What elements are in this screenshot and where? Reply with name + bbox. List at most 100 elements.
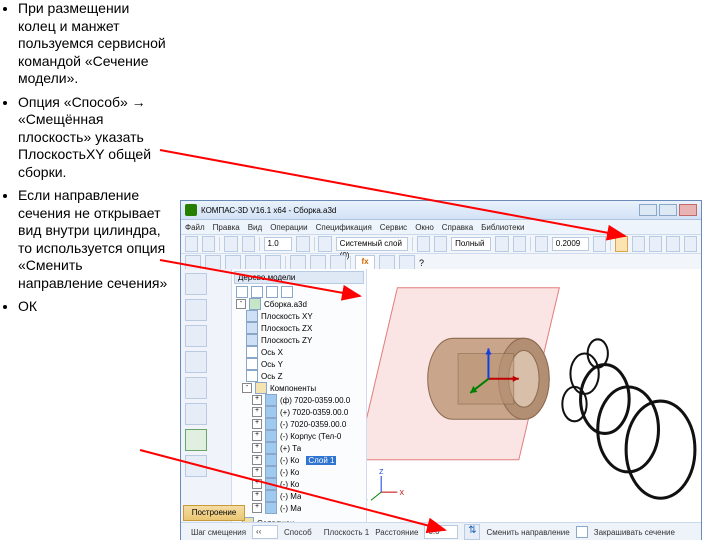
tb-shade-icon[interactable] — [495, 236, 508, 252]
tree-components[interactable]: -Компоненты — [234, 382, 364, 394]
vtb-2-icon[interactable] — [185, 299, 207, 321]
instruction-bullets: При размещении колец и манжет пользуемся… — [0, 0, 170, 322]
content-area: Дерево модели -Сборка.a3d Плоскость XY П… — [181, 269, 701, 523]
menu-ops[interactable]: Операции — [270, 223, 307, 232]
vertical-toolbar — [181, 269, 232, 523]
scene-svg: X Z Y — [367, 269, 701, 523]
tb-misc4-icon[interactable] — [684, 236, 697, 252]
plane-icon — [246, 322, 258, 334]
tree-tab-build[interactable]: Построение — [232, 505, 245, 521]
menu-libs[interactable]: Библиотеки — [481, 223, 524, 232]
tree-axis[interactable]: Ось Y — [234, 358, 364, 370]
viewport-3d[interactable]: X Z Y — [367, 269, 701, 523]
tree-item[interactable]: +(-) Ма — [234, 502, 364, 514]
tree-item[interactable]: +(-) Ма — [234, 490, 364, 502]
close-button[interactable] — [679, 204, 697, 216]
assembly-icon — [249, 298, 261, 310]
part-icon — [265, 502, 277, 514]
app-icon — [185, 204, 197, 216]
tb-redo-icon[interactable] — [242, 236, 255, 252]
tree-axis[interactable]: Ось X — [234, 346, 364, 358]
menu-window[interactable]: Окно — [415, 223, 434, 232]
menu-file[interactable]: Файл — [185, 223, 205, 232]
zoom-field[interactable]: 0.2009 — [552, 237, 589, 251]
tree-item[interactable]: +(ф) 7020-0359.00.0 — [234, 394, 364, 406]
dist-field[interactable]: 0.0 — [424, 525, 458, 539]
tb-misc2-icon[interactable] — [649, 236, 662, 252]
tb-layer-icon[interactable] — [318, 236, 331, 252]
tb-misc1-icon[interactable] — [632, 236, 645, 252]
minimize-button[interactable] — [639, 204, 657, 216]
part-icon — [265, 454, 277, 466]
window-title: КОМПАС-3D V16.1 x64 - Сборка.a3d — [201, 206, 336, 215]
plane-icon — [246, 334, 258, 346]
plane-label: Плоскость 1 — [324, 528, 370, 537]
vtb-3-icon[interactable] — [185, 325, 207, 347]
vtb-1-icon[interactable] — [185, 273, 207, 295]
tb-undo-icon[interactable] — [224, 236, 237, 252]
tb-open-icon[interactable] — [185, 236, 198, 252]
plane-icon — [246, 310, 258, 322]
tree-item[interactable]: +(+) Та — [234, 442, 364, 454]
tree-item[interactable]: +(-) Ко — [234, 466, 364, 478]
tree-toolbar — [234, 286, 364, 298]
tree-root[interactable]: -Сборка.a3d — [234, 298, 364, 310]
vtb-8-icon[interactable] — [185, 455, 207, 477]
tree-item[interactable]: +(+) 7020-0359.00.0 — [234, 406, 364, 418]
tree-tb-3-icon[interactable] — [266, 286, 278, 298]
axis-icon — [246, 346, 258, 358]
step-field[interactable]: ‹‹ — [252, 525, 278, 539]
tree-tb-2-icon[interactable] — [251, 286, 263, 298]
tb-pan-icon[interactable] — [535, 236, 548, 252]
scale-field[interactable]: 1.0 — [264, 237, 293, 251]
dist-label: Расстояние — [375, 528, 418, 537]
part-icon — [265, 478, 277, 490]
tree-plane[interactable]: Плоскость ZX — [234, 322, 364, 334]
style-combo[interactable]: Полный — [451, 237, 491, 251]
vtb-5-icon[interactable] — [185, 377, 207, 399]
tb-section-icon[interactable] — [615, 236, 628, 252]
tree-item[interactable]: +(-) КоСлой 1 — [234, 454, 364, 466]
part-icon — [265, 418, 277, 430]
reverse-label[interactable]: Сменить направление — [486, 528, 569, 537]
tb-view2-icon[interactable] — [434, 236, 447, 252]
paint-checkbox[interactable] — [576, 526, 588, 538]
svg-text:Z: Z — [379, 468, 384, 476]
tree-highlight[interactable]: Слой 1 — [306, 456, 336, 465]
tb-view1-icon[interactable] — [417, 236, 430, 252]
tree-plane[interactable]: Плоскость XY — [234, 310, 364, 322]
property-bar: Шаг смещения ‹‹ Способ Плоскость 1 Расст… — [181, 522, 701, 540]
vtb-4-icon[interactable] — [185, 351, 207, 373]
tree-item[interactable]: +(-) 7020-0359.00.0 — [234, 418, 364, 430]
bullet-1: При размещении колец и манжет пользуемся… — [18, 0, 170, 88]
axis-icon — [246, 358, 258, 370]
part-icon — [265, 430, 277, 442]
tb-rotate-icon[interactable] — [593, 236, 606, 252]
tb-zoomfit-icon[interactable] — [296, 236, 309, 252]
maximize-button[interactable] — [659, 204, 677, 216]
menu-view[interactable]: Вид — [248, 223, 262, 232]
menu-edit[interactable]: Правка — [213, 223, 240, 232]
paint-label: Закрашивать сечение — [594, 528, 675, 537]
vtb-6-icon[interactable] — [185, 403, 207, 425]
vtb-7-icon[interactable] — [185, 429, 207, 451]
tb-misc3-icon[interactable] — [666, 236, 679, 252]
tree-plane[interactable]: Плоскость ZY — [234, 334, 364, 346]
rings-icon — [562, 339, 695, 498]
part-icon — [265, 490, 277, 502]
tree-item[interactable]: +(-) Ко — [234, 478, 364, 490]
tb-save-icon[interactable] — [202, 236, 215, 252]
tb-wire-icon[interactable] — [513, 236, 526, 252]
tree-tb-4-icon[interactable] — [281, 286, 293, 298]
tree-tb-1-icon[interactable] — [236, 286, 248, 298]
tree-item[interactable]: +(-) Корпус (Тел-0 — [234, 430, 364, 442]
reverse-direction-icon[interactable]: ⇅ — [464, 524, 480, 540]
menu-help[interactable]: Справка — [442, 223, 473, 232]
tree-axis[interactable]: Ось Z — [234, 370, 364, 382]
menu-service[interactable]: Сервис — [380, 223, 407, 232]
menu-spec[interactable]: Спецификация — [316, 223, 372, 232]
layer-combo[interactable]: Системный слой (0) — [336, 237, 408, 251]
axis-icon — [246, 370, 258, 382]
svg-text:Y: Y — [367, 498, 368, 506]
titlebar: КОМПАС-3D V16.1 x64 - Сборка.a3d — [181, 201, 701, 220]
